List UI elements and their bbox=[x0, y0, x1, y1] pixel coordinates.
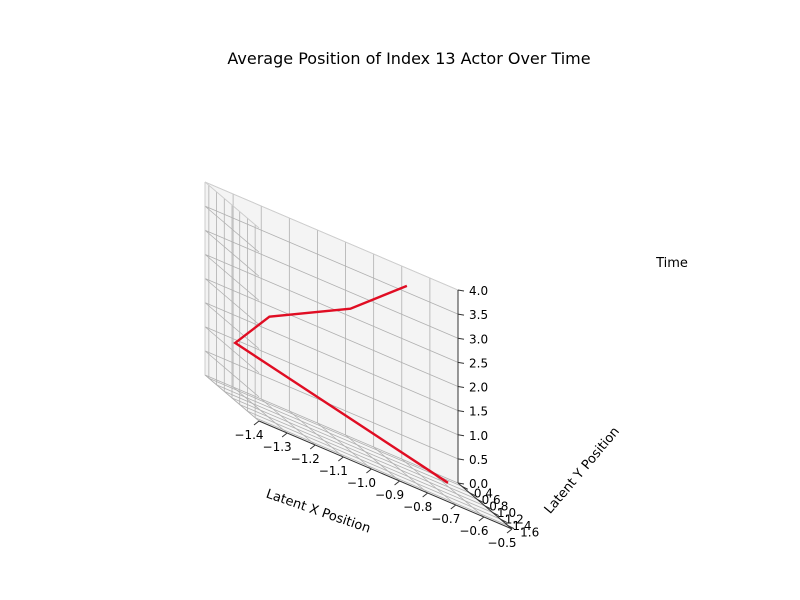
x-tick-label: −0.5 bbox=[487, 536, 516, 550]
z-tick bbox=[457, 361, 465, 364]
z-axis-label: Time bbox=[655, 256, 688, 271]
z-tick bbox=[457, 458, 465, 461]
data-series bbox=[233, 284, 449, 484]
z-tick bbox=[457, 410, 465, 413]
z-tick bbox=[457, 313, 465, 316]
y-tick bbox=[477, 498, 484, 503]
z-tick-label: 4.0 bbox=[469, 284, 488, 298]
y-tick-label: 1.0 bbox=[497, 506, 516, 520]
z-tick-label: 3.5 bbox=[469, 308, 488, 322]
y-tick-label: 1.6 bbox=[520, 526, 539, 540]
tick-labels: −1.4−1.3−1.2−1.1−1.0−0.9−0.8−0.7−0.6−0.5… bbox=[234, 284, 539, 550]
x-tick bbox=[506, 528, 513, 534]
y-tick-label: 0.8 bbox=[489, 499, 508, 513]
x-tick bbox=[422, 492, 428, 498]
z-tick-label: 0.0 bbox=[469, 477, 488, 491]
x-tick bbox=[450, 504, 457, 510]
y-tick-label: 0.6 bbox=[482, 493, 501, 507]
y-tick-label: 1.2 bbox=[505, 513, 524, 527]
x-tick-label: −1.4 bbox=[234, 428, 263, 442]
x-tick-label: −0.7 bbox=[431, 512, 460, 526]
y-axis-label: Latent Y Position bbox=[542, 424, 623, 517]
y-tick bbox=[500, 518, 507, 523]
y-tick bbox=[469, 492, 476, 497]
y-tick bbox=[507, 525, 515, 530]
x-tick-label: −1.3 bbox=[263, 440, 292, 454]
z-tick bbox=[457, 337, 465, 340]
y-tick bbox=[461, 485, 469, 490]
x-tick bbox=[281, 432, 288, 438]
x-tick-label: −1.0 bbox=[347, 476, 376, 490]
z-tick bbox=[457, 289, 465, 292]
y-tick bbox=[492, 512, 499, 517]
x-tick-label: −1.1 bbox=[319, 464, 348, 478]
x-tick-label: −0.6 bbox=[459, 524, 488, 538]
x-tick bbox=[253, 420, 260, 426]
z-tick-label: 2.5 bbox=[469, 356, 488, 370]
x-axis-line bbox=[258, 420, 513, 530]
z-tick-label: 2.0 bbox=[469, 381, 488, 395]
x-axis-label: Latent X Position bbox=[264, 487, 372, 537]
y-tick-label: 1.4 bbox=[512, 519, 531, 533]
x-tick bbox=[366, 468, 372, 474]
y-tick-label: 0.4 bbox=[474, 486, 493, 500]
z-tick bbox=[457, 482, 465, 485]
x-tick bbox=[394, 480, 400, 486]
z-tick bbox=[457, 434, 465, 437]
z-tick bbox=[457, 386, 465, 388]
z-tick-label: 0.5 bbox=[469, 453, 488, 467]
z-tick-label: 1.0 bbox=[469, 429, 488, 443]
y-tick bbox=[484, 505, 492, 510]
series-line bbox=[233, 284, 449, 484]
z-tick-label: 1.5 bbox=[469, 405, 488, 419]
chart-title: Average Position of Index 13 Actor Over … bbox=[227, 49, 590, 68]
x-tick bbox=[478, 516, 485, 522]
x-tick-label: −1.2 bbox=[291, 452, 320, 466]
axis-lines bbox=[204, 181, 513, 530]
x-tick bbox=[338, 456, 344, 462]
z-tick-label: 3.0 bbox=[469, 332, 488, 346]
x-tick-label: −0.9 bbox=[375, 488, 404, 502]
x-tick bbox=[309, 444, 316, 450]
x-tick-label: −0.8 bbox=[403, 500, 432, 514]
